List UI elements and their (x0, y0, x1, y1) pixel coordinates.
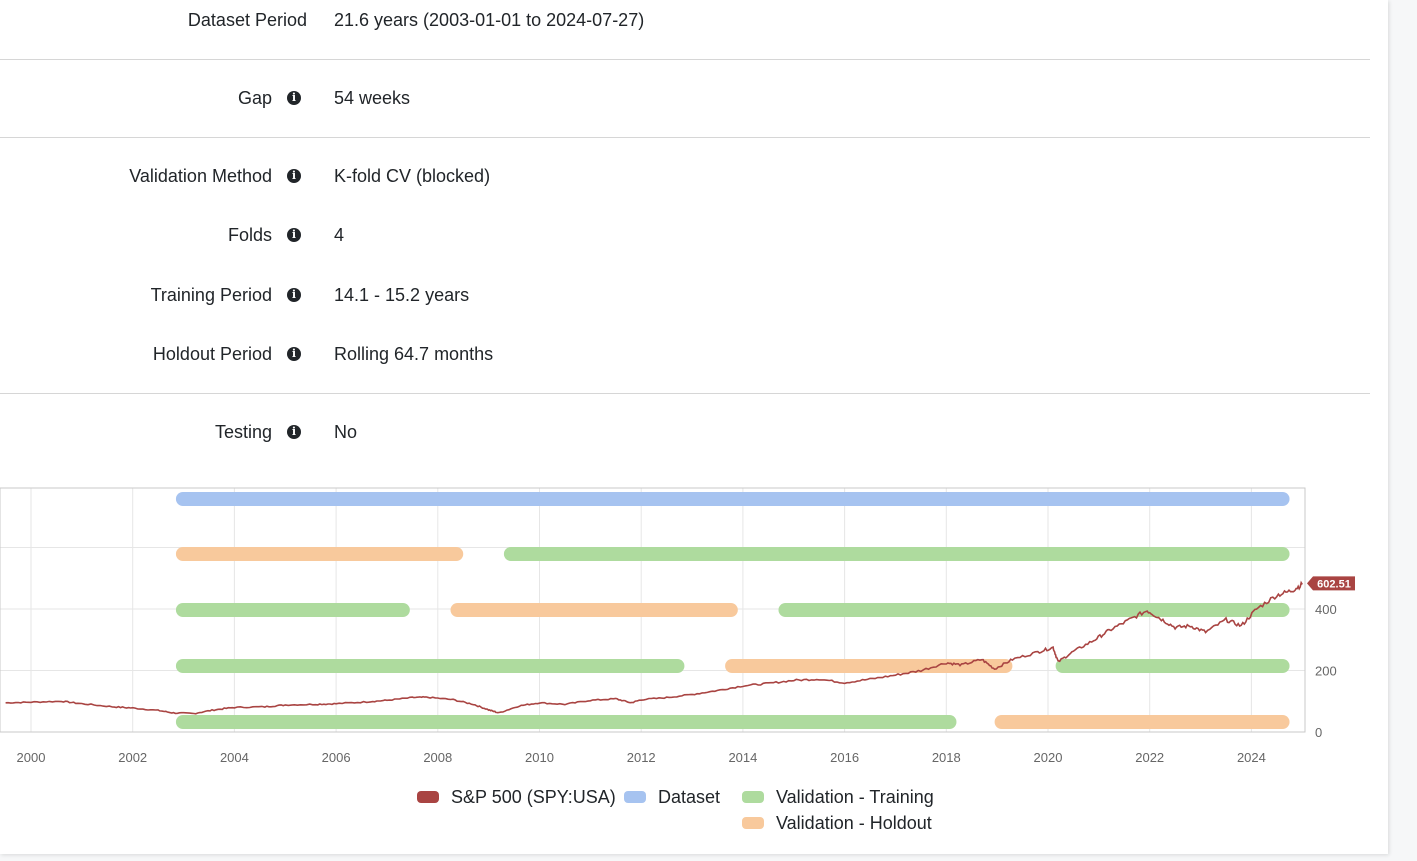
x-tick-label: 2010 (525, 750, 554, 765)
x-tick-label: 2014 (728, 750, 757, 765)
info-circle-icon[interactable]: i (287, 91, 301, 105)
last-value-badge (1307, 576, 1355, 591)
holdout-period-row: Holdout Period i Rolling 64.7 months (0, 334, 1370, 374)
legend-label: Dataset (658, 787, 721, 807)
divider (0, 137, 1370, 138)
validation-timeline-chart[interactable]: 2000 2002 2004 2006 2008 2010 2012 2014 2016 2018… (0, 470, 1380, 780)
y-tick-label: 0 (1315, 725, 1322, 740)
legend-swatch (742, 817, 764, 830)
sp500-series-line (5, 580, 1303, 715)
validation-method-value: K-fold CV (blocked) (334, 166, 491, 186)
x-tick-label: 2008 (423, 750, 452, 765)
dataset-period-row: Dataset Period 21.6 years (2003-01-01 to… (0, 0, 1370, 40)
x-tick-label: 2004 (220, 750, 249, 765)
x-tick-label: 2012 (627, 750, 656, 765)
folds-label: Folds (227, 225, 272, 245)
legend-label: Validation - Training (776, 787, 934, 807)
x-tick-label: 2016 (830, 750, 859, 765)
x-tick-label: 2020 (1034, 750, 1063, 765)
x-tick-label: 2024 (1237, 750, 1266, 765)
last-value-label: 602.51 (1317, 578, 1351, 590)
legend-swatch (742, 791, 764, 804)
dataset-period-label: Dataset Period (187, 10, 307, 30)
gap-value: 54 weeks (334, 88, 411, 108)
gap-row: Gap i 54 weeks (0, 78, 1370, 118)
info-circle-icon[interactable]: i (287, 169, 301, 183)
legend-item-sp500[interactable]: S&P 500 (SPY:USA) (417, 786, 616, 808)
info-circle-icon[interactable]: i (287, 288, 301, 302)
plot-border (0, 487, 1306, 733)
x-tick-label: 2000 (17, 750, 46, 765)
testing-label: Testing (214, 422, 272, 442)
folds-value: 4 (334, 225, 345, 245)
validation-method-row: Validation Method i K-fold CV (blocked) (0, 156, 1370, 196)
x-tick-label: 2006 (322, 750, 351, 765)
x-tick-label: 2022 (1135, 750, 1164, 765)
legend-item-dataset[interactable]: Dataset (624, 786, 720, 808)
validation-settings-card: Dataset Period 21.6 years (2003-01-01 to… (0, 0, 1380, 840)
y-tick-label: 200 (1315, 664, 1337, 679)
divider (0, 393, 1370, 394)
folds-row: Folds i 4 (0, 215, 1370, 255)
legend-swatch (417, 791, 439, 804)
training-period-label: Training Period (150, 285, 272, 305)
testing-value: No (334, 422, 358, 442)
x-tick-label: 2018 (932, 750, 961, 765)
gap-label: Gap (237, 88, 272, 108)
info-circle-icon[interactable]: i (287, 425, 301, 439)
legend-swatch (624, 791, 646, 804)
legend-item-training[interactable]: Validation - Training (742, 786, 934, 808)
info-circle-icon[interactable]: i (287, 228, 301, 242)
validation-method-label: Validation Method (129, 166, 272, 186)
testing-row: Testing i No (0, 412, 1370, 452)
training-period-row: Training Period i 14.1 - 15.2 years (0, 275, 1370, 315)
info-circle-icon[interactable]: i (287, 347, 301, 361)
legend-label: Validation - Holdout (776, 813, 932, 833)
y-tick-label: 400 (1315, 602, 1337, 617)
holdout-period-label: Holdout Period (152, 344, 272, 364)
training-period-value: 14.1 - 15.2 years (334, 285, 470, 305)
chart-legend: S&P 500 (SPY:USA) Dataset Validation - T… (0, 784, 1350, 840)
legend-label: S&P 500 (SPY:USA) (451, 787, 616, 807)
legend-item-holdout[interactable]: Validation - Holdout (742, 812, 932, 834)
divider (0, 59, 1370, 60)
dataset-period-value: 21.6 years (2003-01-01 to 2024-07-27) (334, 10, 645, 30)
holdout-period-value: Rolling 64.7 months (334, 344, 494, 364)
x-tick-label: 2002 (118, 750, 147, 765)
